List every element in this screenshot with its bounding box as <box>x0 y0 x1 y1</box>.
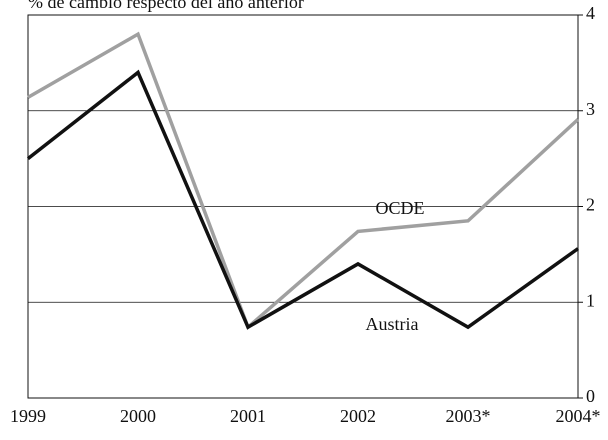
chart-title: % de cambio respecto del año anterior <box>28 0 304 12</box>
x-tick-label: 2001 <box>230 406 266 426</box>
x-tick-label: 2003* <box>446 406 491 426</box>
x-tick-label: 1999 <box>10 406 46 426</box>
y-tick-label: 1 <box>586 290 595 310</box>
x-tick-label: 2004* <box>556 406 601 426</box>
line-series <box>26 69 580 330</box>
y-tick-label: 0 <box>586 386 595 406</box>
series-label: OCDE <box>376 198 425 218</box>
x-tick-label: 2002 <box>340 406 376 426</box>
y-tick-label: 3 <box>586 99 595 119</box>
y-tick-label: 4 <box>586 3 595 23</box>
line-series <box>27 31 580 331</box>
y-tick-label: 2 <box>586 195 595 215</box>
x-tick-label: 2000 <box>120 406 156 426</box>
series-label: Austria <box>366 314 419 334</box>
